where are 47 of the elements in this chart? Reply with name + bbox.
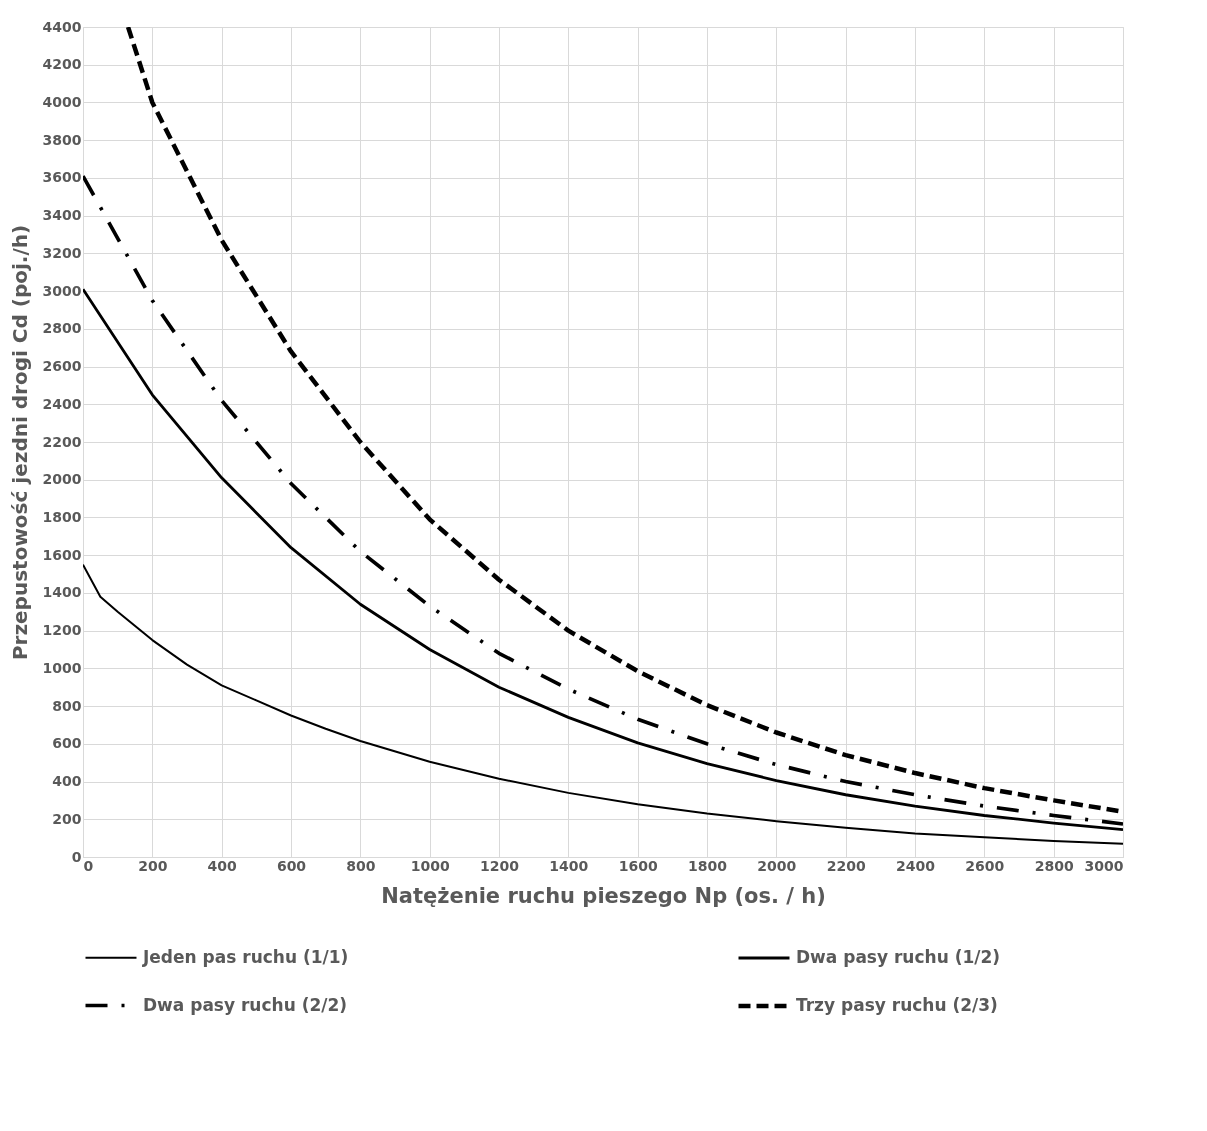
x-tick-label: 1000 xyxy=(410,857,450,874)
x-tick-label: 3000 xyxy=(1084,857,1124,874)
y-tick-label: 4400 xyxy=(42,18,82,35)
y-tick-label: 800 xyxy=(52,697,82,714)
line-series xyxy=(83,563,1123,845)
x-axis-title: Natężenie ruchu pieszego Np (os. / h) xyxy=(381,883,826,908)
y-tick-label: 3000 xyxy=(42,282,82,299)
y-tick-label: 200 xyxy=(52,810,82,827)
y-tick-label: 3400 xyxy=(42,207,82,224)
y-axis-title: Przepustowość jezdni drogi Cd (poj./h) xyxy=(7,224,32,661)
x-tick-label: 1400 xyxy=(549,857,589,874)
line-series xyxy=(83,174,1123,826)
x-tick-label: 200 xyxy=(138,857,168,874)
y-tick-label: 2600 xyxy=(42,358,82,375)
legend-label: Jeden pas ruchu (1/1) xyxy=(142,946,349,967)
x-tick-label: 2800 xyxy=(1034,857,1074,874)
x-tick-label: 2400 xyxy=(896,857,936,874)
legend-label: Trzy pasy ruchu (2/3) xyxy=(796,995,998,1015)
y-tick-label: 1000 xyxy=(42,659,82,676)
x-tick-label: 1800 xyxy=(688,857,728,874)
legend-label: Dwa pasy ruchu (1/2) xyxy=(796,947,1001,967)
y-tick-label: 3800 xyxy=(42,131,82,148)
y-tick-label: 1400 xyxy=(42,584,82,601)
x-tick-label: 0 xyxy=(83,857,94,874)
x-tick-label: 600 xyxy=(276,857,307,874)
legend-label: Dwa pasy ruchu (2/2) xyxy=(143,994,348,1015)
x-tick-label: 800 xyxy=(346,857,376,874)
line-series xyxy=(83,287,1123,832)
x-tick-label: 2200 xyxy=(826,857,866,874)
y-tick-label: 1200 xyxy=(42,622,82,639)
x-tick-label: 2000 xyxy=(757,857,797,874)
y-tick-label: 4000 xyxy=(42,93,82,110)
y-tick-label: 4200 xyxy=(42,56,82,73)
y-tick-label: 1800 xyxy=(42,508,82,525)
y-tick-label: 3200 xyxy=(42,244,82,261)
y-tick-label: 400 xyxy=(52,773,82,790)
x-tick-label: 1200 xyxy=(480,857,520,874)
y-tick-label: 2200 xyxy=(42,433,82,450)
y-tick-label: 2000 xyxy=(42,471,82,488)
y-tick-label: 2400 xyxy=(42,395,82,412)
y-tick-label: 1600 xyxy=(42,546,82,563)
x-tick-label: 2600 xyxy=(965,857,1005,874)
x-tick-label: 400 xyxy=(207,857,238,874)
y-tick-label: 3600 xyxy=(42,169,82,186)
y-tick-label: 600 xyxy=(52,735,82,752)
x-tick-label: 1600 xyxy=(618,857,658,874)
y-tick-label: 2800 xyxy=(42,320,82,337)
